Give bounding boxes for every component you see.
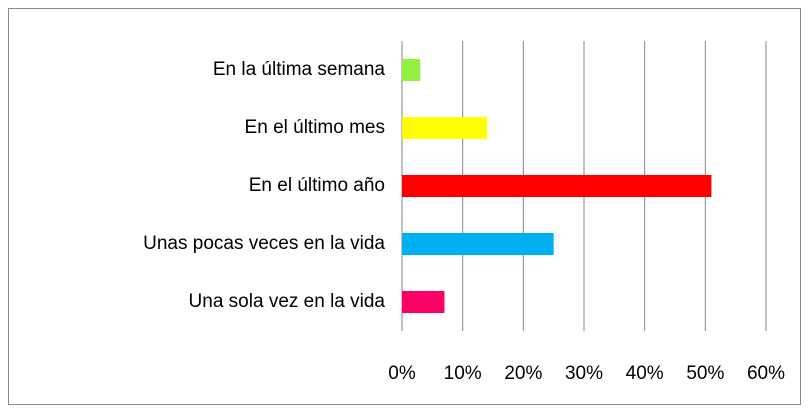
y-tick-label: En el último año: [249, 175, 385, 196]
y-tick-label: En la última semana: [213, 59, 386, 80]
bar: [402, 175, 712, 197]
y-tick-label: Una sola vez en la vida: [189, 291, 386, 312]
x-tick-label: 0%: [388, 363, 416, 384]
x-tick-label: 20%: [504, 363, 542, 384]
y-tick-label: Unas pocas veces en la vida: [143, 233, 385, 254]
x-tick-label: 10%: [444, 363, 482, 384]
x-tick-label: 30%: [565, 363, 603, 384]
x-tick-label: 50%: [686, 363, 724, 384]
x-tick-label: 40%: [626, 363, 664, 384]
bar: [402, 291, 445, 313]
bar: [402, 233, 554, 255]
bar: [402, 59, 421, 81]
y-tick-label: En el último mes: [245, 117, 385, 138]
bar: [402, 117, 487, 139]
x-tick-label: 60%: [747, 363, 785, 384]
